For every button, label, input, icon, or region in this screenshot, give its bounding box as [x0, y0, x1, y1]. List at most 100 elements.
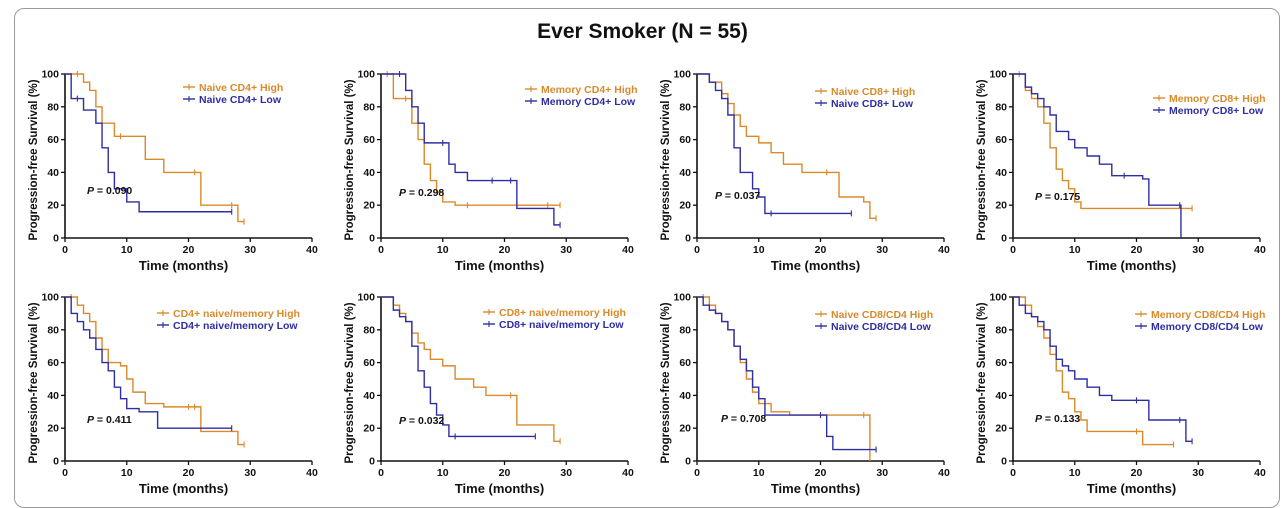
- y-axis-label: Progression-free Survival (%): [344, 302, 356, 463]
- y-tick-label: 80: [47, 324, 59, 336]
- x-tick-label: 30: [876, 467, 888, 479]
- legend-entry: CD4+ naive/memory Low: [173, 320, 298, 332]
- y-tick-label: 0: [685, 456, 691, 468]
- y-tick-label: 20: [363, 200, 375, 212]
- km-panel-naive-cd8-cd4: 0 20 40 60 80 100 0 10 20 30 40 Time (months) Progre…: [660, 292, 950, 497]
- km-panel-cd4-naive-memory: 0 20 40 60 80 100 0 10 20 30 40 Time (months) Progre…: [28, 292, 318, 497]
- p-value-number: = 0.032: [406, 415, 444, 427]
- y-tick-label: 60: [679, 357, 691, 369]
- legend-entry: Memory CD8/CD4 High: [1151, 309, 1265, 321]
- y-tick-label: 60: [47, 357, 59, 369]
- y-tick-label: 100: [989, 292, 1007, 304]
- x-tick-label: 10: [437, 244, 449, 256]
- survival-curve-low: [381, 296, 536, 438]
- legend-entry: Memory CD8+ High: [1169, 93, 1266, 105]
- x-tick-label: 10: [121, 244, 133, 256]
- x-tick-label: 20: [815, 467, 827, 479]
- x-axis-label: Time (months): [455, 258, 544, 273]
- x-tick-label: 30: [560, 244, 572, 256]
- legend-entry: Naive CD4+ High: [199, 82, 283, 94]
- p-value-label: P = 0.032: [399, 415, 444, 427]
- y-tick-label: 20: [995, 200, 1007, 212]
- x-tick-label: 40: [306, 467, 318, 479]
- p-value-symbol: P: [87, 185, 95, 197]
- y-axis-label: Progression-free Survival (%): [976, 302, 988, 463]
- p-value-symbol: P: [399, 415, 407, 427]
- p-value-number: = 0.175: [1042, 191, 1080, 203]
- survival-curve-low: [1013, 296, 1193, 443]
- y-tick-label: 80: [363, 324, 375, 336]
- y-tick-label: 20: [679, 423, 691, 435]
- y-tick-label: 0: [1001, 233, 1007, 245]
- y-axis-label: Progression-free Survival (%): [28, 79, 40, 240]
- survival-curve-low: [381, 73, 561, 226]
- km-panel-naive-cd8: 0 20 40 60 80 100 0 10 20 30 40 Time (months) Progre…: [660, 69, 950, 274]
- x-tick-label: 40: [306, 244, 318, 256]
- x-axis-label: Time (months): [1087, 258, 1176, 273]
- y-tick-label: 40: [363, 167, 375, 179]
- x-axis-label: Time (months): [1087, 481, 1176, 496]
- legend-entry: CD8+ naive/memory Low: [499, 319, 624, 331]
- x-tick-label: 30: [244, 467, 256, 479]
- x-tick-label: 20: [815, 244, 827, 256]
- y-tick-label: 20: [995, 423, 1007, 435]
- y-tick-label: 0: [1001, 456, 1007, 468]
- x-axis-label: Time (months): [139, 258, 228, 273]
- survival-curve-high: [697, 73, 877, 220]
- y-tick-label: 100: [357, 69, 375, 81]
- p-value-symbol: P: [399, 187, 407, 199]
- y-tick-label: 40: [363, 390, 375, 402]
- y-tick-label: 0: [53, 456, 59, 468]
- y-tick-label: 40: [47, 167, 59, 179]
- x-tick-label: 0: [694, 467, 700, 479]
- legend-entry: Memory CD4+ Low: [541, 96, 636, 108]
- p-value-number: = 0.037: [722, 190, 760, 202]
- survival-curve-low: [65, 296, 232, 429]
- x-tick-label: 10: [753, 244, 765, 256]
- x-axis-label: Time (months): [455, 481, 544, 496]
- x-tick-label: 30: [244, 244, 256, 256]
- km-panel-naive-cd4: 0 20 40 60 80 100 0 10 20 30 40 Time (months) Progre…: [28, 69, 318, 274]
- x-tick-label: 10: [437, 467, 449, 479]
- x-tick-label: 30: [1192, 244, 1204, 256]
- km-panel-cd8-naive-memory: 0 20 40 60 80 100 0 10 20 30 40 Time (months) Progre…: [344, 292, 634, 497]
- x-tick-label: 40: [622, 244, 634, 256]
- x-axis-label: Time (months): [139, 481, 228, 496]
- x-tick-label: 0: [378, 467, 384, 479]
- p-value-label: P = 0.090: [87, 185, 132, 197]
- y-tick-label: 80: [995, 101, 1007, 113]
- x-tick-label: 40: [938, 244, 950, 256]
- p-value-symbol: P: [1035, 413, 1043, 425]
- p-value-label: P = 0.411: [87, 414, 132, 426]
- p-value-symbol: P: [715, 190, 723, 202]
- legend-entry: Memory CD8+ Low: [1169, 105, 1264, 117]
- survival-curve-high: [381, 296, 561, 443]
- y-tick-label: 100: [673, 69, 691, 81]
- y-axis-label: Progression-free Survival (%): [660, 302, 672, 463]
- y-tick-label: 40: [47, 390, 59, 402]
- p-value-label: P = 0.298: [399, 187, 444, 199]
- p-value-number: = 0.411: [94, 414, 132, 426]
- y-axis-label: Progression-free Survival (%): [976, 79, 988, 240]
- legend-entry: CD8+ naive/memory High: [499, 307, 626, 319]
- y-tick-label: 60: [679, 134, 691, 146]
- legend-entry: Naive CD8/CD4 Low: [831, 321, 932, 333]
- y-tick-label: 60: [363, 134, 375, 146]
- p-value-symbol: P: [1035, 191, 1043, 203]
- p-value-label: P = 0.708: [721, 413, 766, 425]
- x-tick-label: 40: [1254, 467, 1266, 479]
- p-value-number: = 0.298: [406, 187, 444, 199]
- survival-curve-high: [1013, 73, 1193, 210]
- p-value-label: P = 0.175: [1035, 191, 1080, 203]
- legend-entry: Naive CD4+ Low: [199, 94, 282, 106]
- x-tick-label: 20: [1131, 244, 1143, 256]
- y-axis-label: Progression-free Survival (%): [344, 79, 356, 240]
- x-axis-label: Time (months): [771, 481, 860, 496]
- y-tick-label: 0: [685, 233, 691, 245]
- x-tick-label: 10: [753, 467, 765, 479]
- y-tick-label: 0: [369, 456, 375, 468]
- y-tick-label: 100: [41, 292, 59, 304]
- p-value-number: = 0.708: [728, 413, 766, 425]
- figure-title: Ever Smoker (N = 55): [537, 20, 748, 43]
- y-tick-label: 20: [363, 423, 375, 435]
